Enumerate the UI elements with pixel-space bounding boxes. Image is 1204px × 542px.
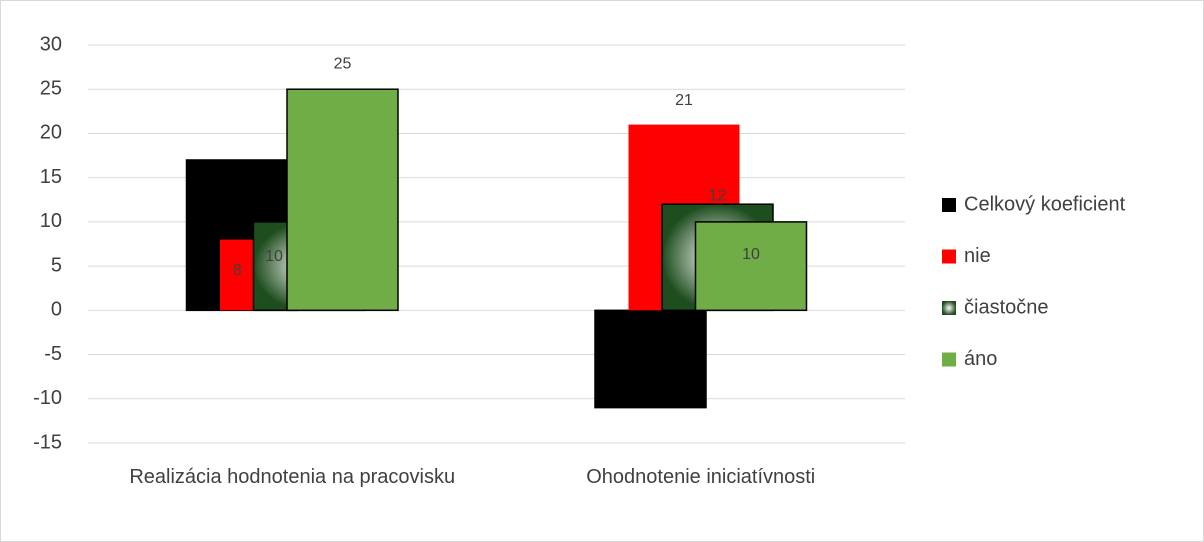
legend-label: Celkový koeficient [964,193,1126,215]
y-tick-label: 10 [40,210,62,232]
y-tick-label: 20 [40,122,62,144]
y-tick-label: 30 [40,33,62,55]
x-tick-label: Realizácia hodnotenia na pracovisku [129,466,456,488]
y-tick-label: 0 [51,299,62,321]
data-label: 21 [675,92,693,109]
legend-label: nie [964,245,991,267]
legend-swatch [942,352,956,367]
legend-swatch [942,198,956,212]
bar [286,88,399,312]
legend-swatch [942,249,956,264]
y-tick-label: 15 [40,166,62,188]
y-tick-label: 25 [40,78,62,100]
x-tick-label: Ohodnotenie iniciatívnosti [586,466,816,488]
data-label: 10 [265,248,283,265]
data-label: 8 [233,262,242,279]
y-tick-label: 5 [51,254,62,276]
data-label: 25 [334,55,352,72]
legend-label: čiastočne [964,296,1049,318]
legend-swatch [942,301,956,315]
data-label: 12 [709,187,727,204]
y-tick-label: -10 [33,387,62,409]
y-tick-label: -15 [33,431,62,453]
bar [594,309,707,409]
data-label: 10 [742,246,760,263]
legend-label: áno [964,348,997,370]
y-tick-label: -5 [44,343,62,365]
bar [694,221,808,312]
